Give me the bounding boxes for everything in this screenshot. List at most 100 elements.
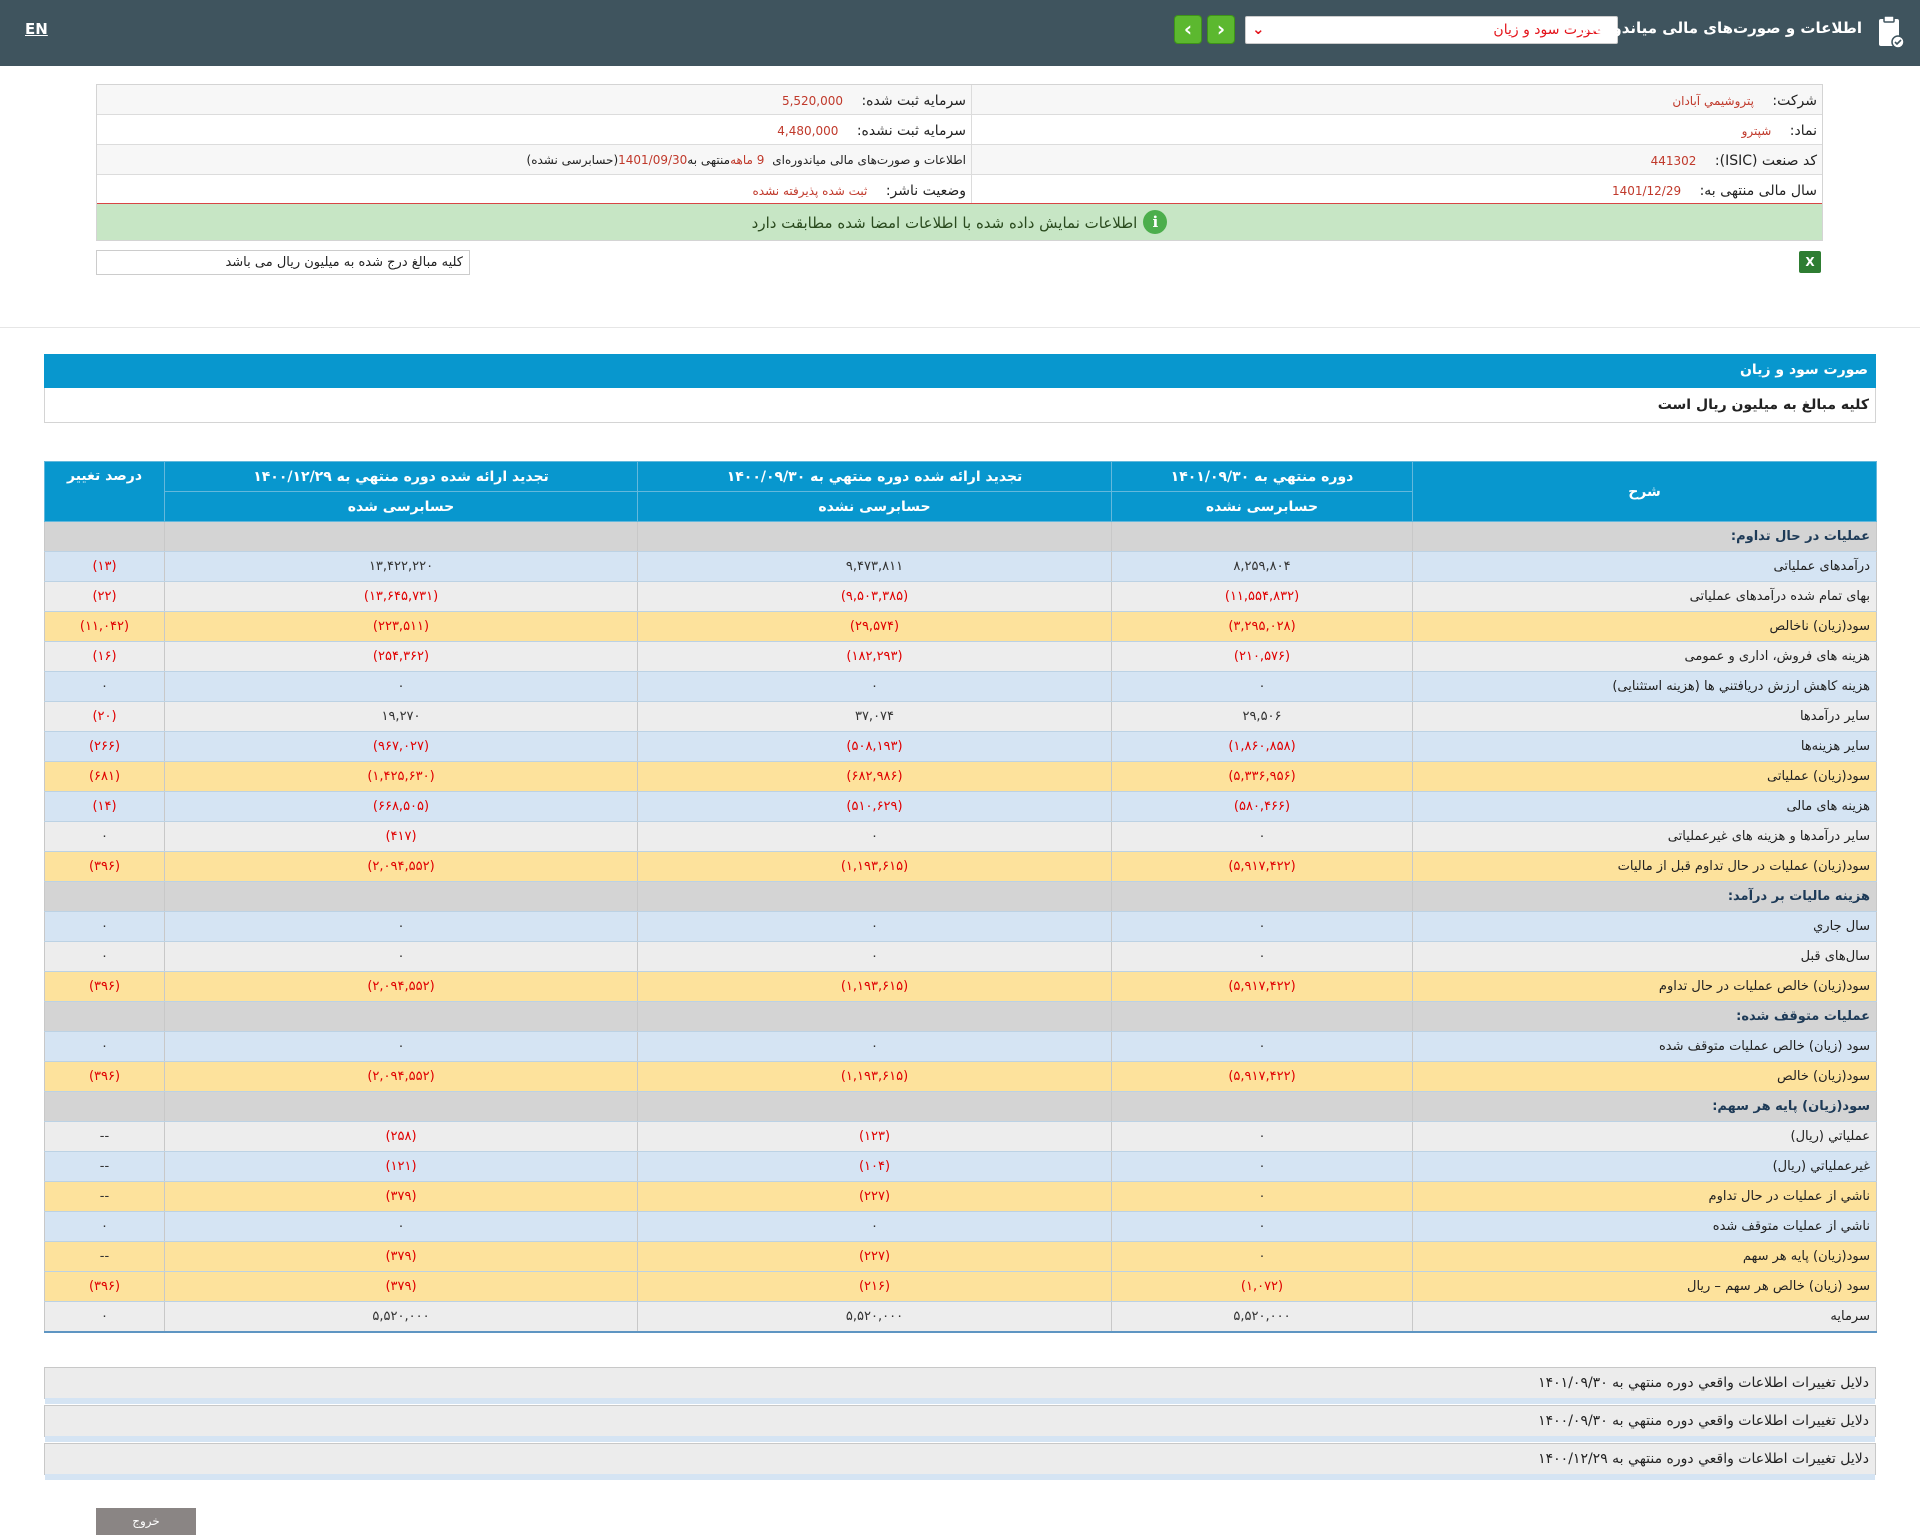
report-audit-status: (حسابرسی نشده) — [526, 153, 619, 167]
reason-link-2[interactable]: دلایل تغییرات اطلاعات واقعي دوره منتهي ب… — [44, 1405, 1876, 1442]
table-row: سود (زیان) خالص عملیات متوقف شده ۰ ۰ ۰ ۰ — [44, 1031, 1877, 1062]
cell-period-1: ۰ — [1111, 911, 1413, 942]
cell-period-2: (۱۰۴) — [637, 1151, 1112, 1182]
cell-period-3 — [164, 1001, 638, 1032]
cell-period-1: (۵,۹۱۷,۴۲۲) — [1111, 851, 1413, 882]
next-statement-button[interactable]: › — [1207, 15, 1235, 44]
row-description: هزینه مالیات بر درآمد: — [1412, 881, 1877, 912]
row-description: سایر درآمدها — [1412, 701, 1877, 732]
previous-statement-button[interactable]: ‹ — [1174, 15, 1202, 44]
cell-period-2: (۱,۱۹۳,۶۱۵) — [637, 971, 1112, 1002]
cell-period-1: (۱,۸۶۰,۸۵۸) — [1111, 731, 1413, 762]
cell-period-1: ۰ — [1111, 1121, 1413, 1152]
cell-period-2: (۲۲۷) — [637, 1241, 1112, 1272]
statement-type-select[interactable]: صورت سود و زیان ⌄ — [1245, 16, 1618, 44]
section-header-row: عملیات در حال تداوم: — [44, 521, 1877, 552]
cell-period-1: ۰ — [1111, 1151, 1413, 1182]
fiscal-year-label: سال مالی منتهی به: — [1699, 183, 1817, 199]
cell-period-2: (۶۸۲,۹۸۶) — [637, 761, 1112, 792]
cell-period-4: ۰ — [44, 821, 165, 852]
income-statement-table: شرح دوره منتهي به ۱۴۰۱/۰۹/۳۰ تجدید ارائه… — [44, 461, 1877, 1333]
cell-period-4: (۳۹۶) — [44, 1061, 165, 1092]
signed-info-alert: i اطلاعات نمایش داده شده با اطلاعات امضا … — [97, 204, 1822, 240]
cell-period-2 — [637, 1001, 1112, 1032]
cell-period-3: (۲۵۴,۳۶۲) — [164, 641, 638, 672]
cell-period-1: (۵۸۰,۴۶۶) — [1111, 791, 1413, 822]
capital-registered-value: 5,520,000 — [781, 94, 844, 108]
row-description: هزینه های مالی — [1412, 791, 1877, 822]
top-bar: EN ‹ › صورت سود و زیان ⌄ اطلاعات و صورت‌… — [0, 0, 1920, 66]
report-date-value: 1401/09/30 — [618, 153, 688, 167]
cell-period-2: (۱۲۳) — [637, 1121, 1112, 1152]
cell-period-2: ۹,۴۷۳,۸۱۱ — [637, 551, 1112, 582]
cell-period-1: ۰ — [1111, 1211, 1413, 1242]
cell-period-1: ۰ — [1111, 941, 1413, 972]
cell-period-1: ۵,۵۲۰,۰۰۰ — [1111, 1301, 1413, 1333]
section-title: صورت سود و زیان — [44, 354, 1876, 388]
row-description: بهای تمام شده درآمدهای عملیاتی — [1412, 581, 1877, 612]
cell-period-1: (۱۱,۵۵۴,۸۳۲) — [1111, 581, 1413, 612]
cell-period-3: (۳۷۹) — [164, 1241, 638, 1272]
divider — [0, 327, 1920, 328]
cell-period-2: ۳۷,۰۷۴ — [637, 701, 1112, 732]
reason-link-3[interactable]: دلایل تغییرات اطلاعات واقعي دوره منتهي ب… — [44, 1443, 1876, 1480]
cell-period-4: -- — [44, 1181, 165, 1212]
section-header-row: هزینه مالیات بر درآمد: — [44, 881, 1877, 912]
cell-period-1: (۵,۳۳۶,۹۵۶) — [1111, 761, 1413, 792]
cell-period-3: (۳۷۹) — [164, 1181, 638, 1212]
cell-period-2: (۲۱۶) — [637, 1271, 1112, 1302]
info-icon: i — [1143, 210, 1168, 234]
header-description: شرح — [1412, 461, 1877, 522]
chevron-left-icon: ‹ — [1183, 17, 1193, 41]
header-audit-3: حسابرسی شده — [164, 491, 638, 522]
capital-unregistered-value: 4,480,000 — [777, 124, 839, 138]
cell-period-2: ۰ — [637, 821, 1112, 852]
report-desc-text: اطلاعات و صورت‌های مالی میاندوره‌ای — [772, 153, 966, 167]
cell-period-4: (۱۳) — [44, 551, 165, 582]
table-row: ناشي از عملیات در حال تداوم ۰ (۲۲۷) (۳۷۹) -- — [44, 1181, 1877, 1212]
cell-period-3 — [164, 1091, 638, 1122]
cell-period-3: ۰ — [164, 671, 638, 702]
table-row: هزینه های مالی (۵۸۰,۴۶۶) (۵۱۰,۶۲۹) (۶۶۸,۵۰۵… — [44, 791, 1877, 822]
cell-period-1: (۱,۰۷۲) — [1111, 1271, 1413, 1302]
exit-button[interactable]: خروج — [96, 1508, 196, 1535]
cell-period-1: ۰ — [1111, 1241, 1413, 1272]
report-period-value: 9 ماهه — [730, 153, 765, 167]
cell-period-4: (۱۴) — [44, 791, 165, 822]
row-description: سود(زیان) پایه هر سهم: — [1412, 1091, 1877, 1122]
chevron-right-icon: › — [1216, 17, 1226, 41]
cell-period-2: ۰ — [637, 911, 1112, 942]
table-row: سرمایه ۵,۵۲۰,۰۰۰ ۵,۵۲۰,۰۰۰ ۵,۵۲۰,۰۰۰ ۰ — [44, 1301, 1877, 1333]
cell-period-1: ۰ — [1111, 1031, 1413, 1062]
cell-period-4: ۰ — [44, 1211, 165, 1242]
cell-period-3: (۱۲۱) — [164, 1151, 638, 1182]
reason-link-1[interactable]: دلایل تغییرات اطلاعات واقعي دوره منتهي ب… — [44, 1367, 1876, 1404]
cell-period-4: (۶۸۱) — [44, 761, 165, 792]
table-row: سال جاري ۰ ۰ ۰ ۰ — [44, 911, 1877, 942]
cell-period-1 — [1111, 881, 1413, 912]
section-header-row: سود(زیان) پایه هر سهم: — [44, 1091, 1877, 1122]
cell-period-2 — [637, 521, 1112, 552]
reason-label: دلایل تغییرات اطلاعات واقعي دوره منتهي ب… — [1538, 1375, 1869, 1391]
company-value: پتروشيمي آبادان — [1672, 94, 1754, 108]
info-row-fiscal-year: سال مالی منتهی به: 1401/12/29 وضعیت ناشر… — [97, 175, 1822, 206]
cell-period-2 — [637, 881, 1112, 912]
cell-period-2: ۰ — [637, 671, 1112, 702]
cell-period-3: (۲,۰۹۴,۵۵۲) — [164, 971, 638, 1002]
cell-period-1: ۲۹,۵۰۶ — [1111, 701, 1413, 732]
table-row: غیرعملیاتي (ریال) ۰ (۱۰۴) (۱۲۱) -- — [44, 1151, 1877, 1182]
reason-label: دلایل تغییرات اطلاعات واقعي دوره منتهي ب… — [1538, 1451, 1869, 1467]
excel-export-icon[interactable]: X — [1799, 251, 1821, 273]
table-row: سود(زیان) پایه هر سهم ۰ (۲۲۷) (۳۷۹) -- — [44, 1241, 1877, 1272]
language-toggle-link[interactable]: EN — [25, 20, 48, 38]
row-description: ناشي از عملیات در حال تداوم — [1412, 1181, 1877, 1212]
company-info-box: شرکت: پتروشيمي آبادان سرمایه ثبت شده: 5,… — [96, 84, 1823, 241]
row-description: سود(زیان) عملیاتی — [1412, 761, 1877, 792]
row-description: سود (زیان) خالص هر سهم – ریال — [1412, 1271, 1877, 1302]
publisher-status-label: وضعیت ناشر: — [885, 183, 966, 199]
cell-period-1 — [1111, 1001, 1413, 1032]
company-label: شرکت: — [1772, 93, 1817, 109]
cell-period-1: ۰ — [1111, 821, 1413, 852]
section-header-row: عملیات متوقف شده: — [44, 1001, 1877, 1032]
cell-period-4 — [44, 1091, 165, 1122]
